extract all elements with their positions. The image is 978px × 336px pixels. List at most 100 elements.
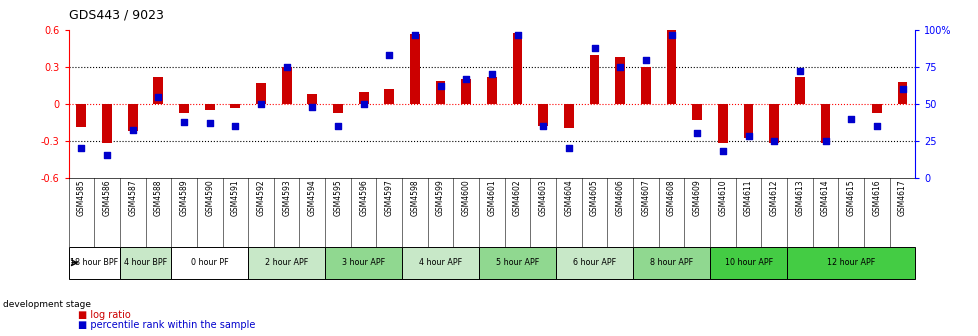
Point <box>279 65 294 70</box>
Text: GSM4615: GSM4615 <box>846 180 855 216</box>
Bar <box>820 104 829 143</box>
Point <box>510 32 525 37</box>
Bar <box>154 77 163 104</box>
Text: 4 hour APF: 4 hour APF <box>419 258 462 267</box>
Point <box>842 116 858 121</box>
Bar <box>512 33 522 104</box>
Text: GSM4604: GSM4604 <box>564 180 573 216</box>
Bar <box>897 82 907 104</box>
Point <box>484 72 500 77</box>
Text: 8 hour APF: 8 hour APF <box>649 258 692 267</box>
Point <box>407 32 422 37</box>
Text: GSM4588: GSM4588 <box>154 180 162 216</box>
Text: 10 hour APF: 10 hour APF <box>724 258 772 267</box>
Text: GSM4609: GSM4609 <box>692 180 701 216</box>
Bar <box>179 104 189 113</box>
Bar <box>325 247 402 279</box>
Bar <box>402 247 478 279</box>
Point <box>535 123 551 129</box>
Point <box>663 32 679 37</box>
Text: GSM4611: GSM4611 <box>743 180 752 216</box>
Text: GSM4602: GSM4602 <box>512 180 521 216</box>
Text: GSM4612: GSM4612 <box>769 180 778 216</box>
Text: 4 hour BPF: 4 hour BPF <box>124 258 167 267</box>
Bar <box>171 247 247 279</box>
Point <box>817 138 832 143</box>
Point <box>791 69 807 74</box>
Bar <box>563 104 573 128</box>
Bar <box>615 57 625 104</box>
Bar <box>333 104 342 113</box>
Point <box>253 101 269 107</box>
Point <box>73 145 89 151</box>
Text: GSM4606: GSM4606 <box>615 180 624 216</box>
Bar <box>230 104 240 108</box>
Text: GSM4586: GSM4586 <box>103 180 111 216</box>
Bar <box>358 92 368 104</box>
Text: ■ log ratio: ■ log ratio <box>78 309 131 320</box>
Text: ■ percentile rank within the sample: ■ percentile rank within the sample <box>78 320 255 330</box>
Text: GSM4593: GSM4593 <box>282 180 290 216</box>
Bar <box>538 104 548 126</box>
Bar <box>119 247 171 279</box>
Bar <box>102 104 111 143</box>
Text: GSM4596: GSM4596 <box>359 180 368 216</box>
Point <box>458 76 473 82</box>
Point <box>304 104 320 110</box>
Text: GSM4591: GSM4591 <box>231 180 240 216</box>
Bar <box>743 104 753 138</box>
Text: GDS443 / 9023: GDS443 / 9023 <box>68 9 163 22</box>
Text: 5 hour APF: 5 hour APF <box>496 258 539 267</box>
Text: GSM4608: GSM4608 <box>666 180 676 216</box>
Text: 2 hour APF: 2 hour APF <box>265 258 308 267</box>
Bar <box>666 28 676 104</box>
Text: GSM4598: GSM4598 <box>410 180 419 216</box>
Bar <box>128 104 138 131</box>
Text: GSM4587: GSM4587 <box>128 180 137 216</box>
Bar <box>691 104 701 120</box>
Text: GSM4592: GSM4592 <box>256 180 265 216</box>
Bar <box>786 247 914 279</box>
Bar <box>641 67 650 104</box>
Bar <box>717 104 727 143</box>
Text: GSM4600: GSM4600 <box>462 180 470 216</box>
Bar <box>204 104 214 110</box>
Point <box>432 84 448 89</box>
Point <box>381 53 397 58</box>
Bar <box>871 104 881 113</box>
Text: GSM4595: GSM4595 <box>333 180 342 216</box>
Text: GSM4601: GSM4601 <box>487 180 496 216</box>
Text: 3 hour APF: 3 hour APF <box>341 258 384 267</box>
Bar <box>556 247 633 279</box>
Point <box>227 123 243 129</box>
Text: GSM4590: GSM4590 <box>205 180 214 216</box>
Bar <box>307 94 317 104</box>
Bar <box>769 104 778 143</box>
Point <box>125 128 141 133</box>
Text: GSM4610: GSM4610 <box>718 180 727 216</box>
Bar <box>410 34 420 104</box>
Text: GSM4614: GSM4614 <box>821 180 829 216</box>
Text: GSM4616: GSM4616 <box>871 180 880 216</box>
Bar <box>589 55 599 104</box>
Bar <box>487 77 496 104</box>
Point <box>894 86 910 92</box>
Bar <box>435 81 445 104</box>
Point <box>99 153 114 158</box>
Point <box>330 123 345 129</box>
Text: GSM4613: GSM4613 <box>794 180 804 216</box>
Text: development stage: development stage <box>3 300 91 308</box>
Bar <box>68 247 119 279</box>
Text: GSM4589: GSM4589 <box>179 180 189 216</box>
Point <box>714 149 730 154</box>
Bar <box>76 104 86 127</box>
Point <box>355 101 371 107</box>
Text: GSM4585: GSM4585 <box>77 180 86 216</box>
Bar <box>384 89 394 104</box>
Text: GSM4605: GSM4605 <box>590 180 599 216</box>
Bar <box>461 79 470 104</box>
Bar <box>282 67 291 104</box>
Point <box>766 138 781 143</box>
Point <box>201 120 217 126</box>
Text: GSM4603: GSM4603 <box>538 180 548 216</box>
